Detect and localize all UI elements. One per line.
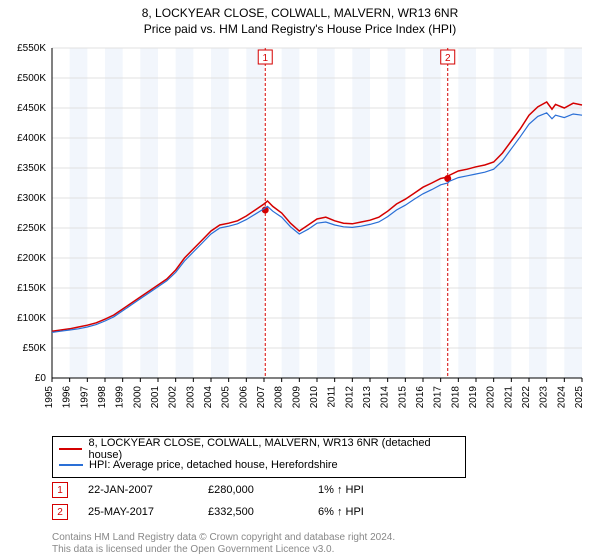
svg-text:2003: 2003 — [185, 386, 196, 409]
svg-text:2007: 2007 — [256, 386, 267, 409]
svg-text:2012: 2012 — [344, 386, 355, 409]
svg-text:2005: 2005 — [221, 386, 232, 409]
svg-text:2004: 2004 — [203, 386, 214, 409]
title-line1: 8, LOCKYEAR CLOSE, COLWALL, MALVERN, WR1… — [0, 6, 600, 20]
legend-swatch-hpi — [59, 464, 83, 466]
svg-text:2006: 2006 — [238, 386, 249, 409]
legend-swatch-property — [59, 448, 82, 450]
transaction-num-1: 1 — [57, 485, 63, 496]
transaction-price-2: £332,500 — [208, 506, 318, 518]
svg-text:2025: 2025 — [574, 386, 585, 409]
svg-text:£350K: £350K — [17, 163, 46, 174]
footer-line2: This data is licensed under the Open Gov… — [52, 544, 395, 556]
legend-label-hpi: HPI: Average price, detached house, Here… — [89, 459, 338, 471]
svg-text:2022: 2022 — [521, 386, 532, 409]
transaction-row-1: 1 22-JAN-2007 £280,000 1% ↑ HPI — [52, 482, 364, 498]
chart-svg: £0 £50K £100K £150K £200K £250K £300K £350K £400… — [6, 44, 586, 428]
svg-text:£400K: £400K — [17, 133, 46, 144]
svg-text:2019: 2019 — [468, 386, 479, 409]
svg-text:£450K: £450K — [17, 103, 46, 114]
svg-text:£0: £0 — [35, 373, 47, 384]
svg-text:1995: 1995 — [44, 386, 55, 409]
svg-text:£550K: £550K — [17, 44, 46, 54]
transaction-delta-2: 6% ↑ HPI — [318, 506, 364, 518]
svg-text:2023: 2023 — [539, 386, 550, 409]
legend-label-property: 8, LOCKYEAR CLOSE, COLWALL, MALVERN, WR1… — [88, 437, 459, 461]
title-block: 8, LOCKYEAR CLOSE, COLWALL, MALVERN, WR1… — [0, 0, 600, 36]
svg-text:2024: 2024 — [556, 386, 567, 409]
transaction-date-2: 25-MAY-2017 — [88, 506, 208, 518]
svg-text:2002: 2002 — [168, 386, 179, 409]
svg-text:2016: 2016 — [415, 386, 426, 409]
svg-text:£500K: £500K — [17, 73, 46, 84]
transaction-price-1: £280,000 — [208, 484, 318, 496]
svg-text:1: 1 — [262, 53, 268, 64]
svg-text:2021: 2021 — [503, 386, 514, 409]
svg-text:£300K: £300K — [17, 193, 46, 204]
svg-text:£50K: £50K — [23, 343, 47, 354]
svg-text:1996: 1996 — [62, 386, 73, 409]
svg-text:1998: 1998 — [97, 386, 108, 409]
svg-text:1999: 1999 — [115, 386, 126, 409]
svg-text:2018: 2018 — [450, 386, 461, 409]
svg-text:2013: 2013 — [362, 386, 373, 409]
legend-box: 8, LOCKYEAR CLOSE, COLWALL, MALVERN, WR1… — [52, 436, 466, 478]
svg-text:2010: 2010 — [309, 386, 320, 409]
svg-text:£100K: £100K — [17, 313, 46, 324]
svg-text:2009: 2009 — [291, 386, 302, 409]
transaction-delta-1: 1% ↑ HPI — [318, 484, 364, 496]
svg-text:2001: 2001 — [150, 386, 161, 409]
title-line2: Price paid vs. HM Land Registry's House … — [0, 22, 600, 36]
transaction-date-1: 22-JAN-2007 — [88, 484, 208, 496]
footer: Contains HM Land Registry data © Crown c… — [52, 532, 395, 556]
svg-text:2000: 2000 — [132, 386, 143, 409]
chart-container: 8, LOCKYEAR CLOSE, COLWALL, MALVERN, WR1… — [0, 0, 600, 560]
svg-text:£250K: £250K — [17, 223, 46, 234]
svg-text:1997: 1997 — [79, 386, 90, 409]
transaction-marker-2: 2 — [52, 504, 68, 520]
footer-line1: Contains HM Land Registry data © Crown c… — [52, 532, 395, 544]
svg-text:2020: 2020 — [486, 386, 497, 409]
svg-text:2: 2 — [445, 53, 451, 64]
svg-text:2014: 2014 — [380, 386, 391, 409]
transaction-row-2: 2 25-MAY-2017 £332,500 6% ↑ HPI — [52, 504, 364, 520]
transaction-num-2: 2 — [57, 507, 63, 518]
svg-text:2008: 2008 — [274, 386, 285, 409]
chart-area: £0£50K£100K£150K£200K£250K£300K£350K£400… — [52, 48, 582, 398]
svg-text:2015: 2015 — [397, 386, 408, 409]
svg-text:2011: 2011 — [327, 386, 338, 408]
svg-text:£200K: £200K — [17, 253, 46, 264]
transaction-marker-1: 1 — [52, 482, 68, 498]
svg-text:2017: 2017 — [433, 386, 444, 409]
svg-text:£150K: £150K — [17, 283, 46, 294]
legend-item-property: 8, LOCKYEAR CLOSE, COLWALL, MALVERN, WR1… — [59, 441, 459, 457]
